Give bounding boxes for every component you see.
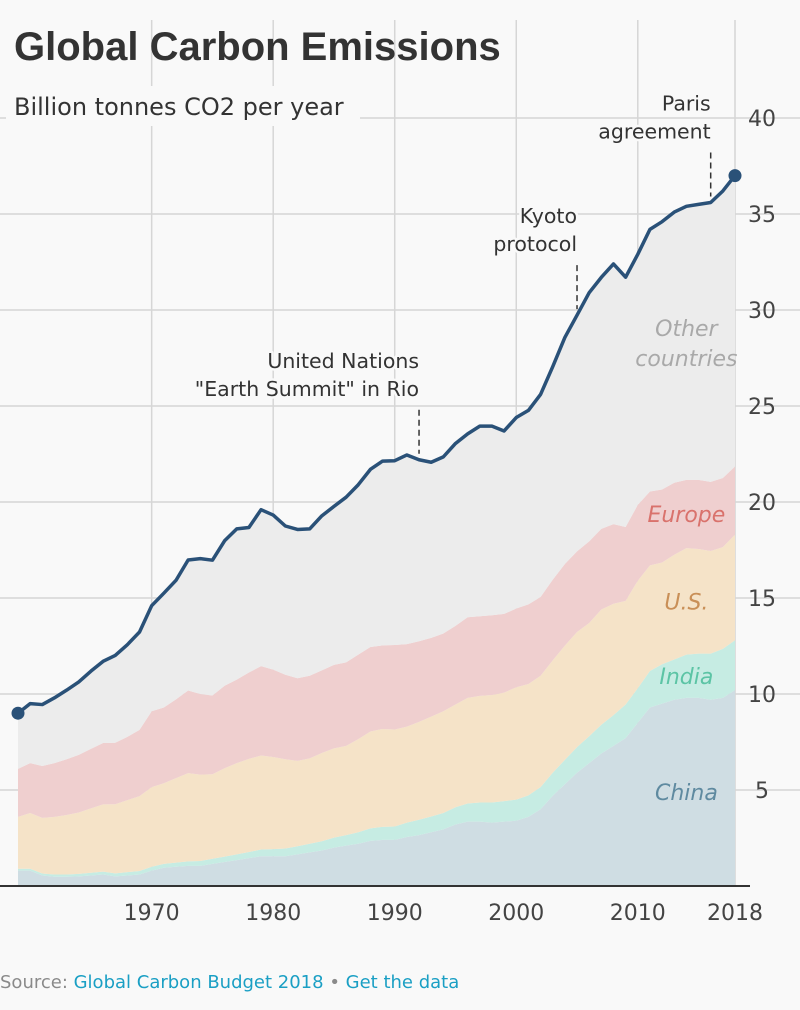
series-label: U.S.	[664, 590, 708, 615]
series-label: China	[655, 781, 718, 806]
series-label: India	[659, 665, 713, 690]
source-prefix: Source:	[0, 972, 74, 993]
y-tick-label: 30	[748, 299, 776, 324]
y-tick-label: 20	[748, 491, 776, 516]
y-tick-label: 35	[748, 203, 776, 228]
series-label: countries	[635, 347, 737, 372]
area-china	[18, 690, 735, 886]
x-tick-label: 1990	[367, 901, 423, 926]
footer: Source: Global Carbon Budget 2018 • Get …	[0, 972, 459, 993]
get-data-link[interactable]: Get the data	[345, 972, 460, 993]
x-tick-label: 1980	[245, 901, 301, 926]
x-tick-label: 1970	[124, 901, 180, 926]
source-link[interactable]: Global Carbon Budget 2018	[73, 972, 324, 993]
area-other-countries	[18, 175, 735, 769]
start-point	[11, 706, 25, 720]
annotations: United Nations "Earth Summit" in Rio Kyoto…	[192, 89, 713, 454]
annotation-label: agreement	[598, 119, 710, 143]
y-tick-label: 5	[755, 779, 769, 804]
chart-subtitle: Billion tonnes CO2 per year	[14, 93, 344, 121]
y-axis-ticks: 5 10 15 20 25 30 35 40	[748, 107, 776, 804]
annotation-label: United Nations	[267, 349, 419, 373]
x-tick-label: 2010	[610, 901, 666, 926]
y-tick-label: 10	[748, 683, 776, 708]
area-u-s	[18, 534, 735, 875]
series-label: Europe	[647, 503, 725, 528]
area-europe	[18, 466, 735, 818]
footer-separator: •	[323, 972, 346, 993]
x-axis-ticks: 1970 1980 1990 2000 2010 2018	[124, 901, 763, 926]
annotation-label: Kyoto	[520, 204, 577, 228]
area-india	[18, 640, 735, 877]
y-tick-label: 25	[748, 395, 776, 420]
annotation-label: protocol	[493, 232, 577, 256]
series-label: Other	[655, 317, 719, 342]
y-tick-label: 40	[748, 107, 776, 132]
y-tick-label: 15	[748, 587, 776, 612]
subtitle-group: Billion tonnes CO2 per year	[6, 86, 360, 126]
x-tick-label: 2000	[488, 901, 544, 926]
chart-title: Global Carbon Emissions	[14, 25, 501, 69]
total-emissions-line	[16, 174, 737, 715]
end-point	[728, 169, 742, 183]
stacked-areas	[18, 175, 735, 886]
series-labels: China India U.S. Europe Other countries	[635, 317, 737, 806]
total-emissions-line-group	[11, 169, 742, 720]
annotation-label: "Earth Summit" in Rio	[195, 377, 419, 401]
annotation-label: Paris	[662, 91, 711, 115]
x-tick-label: 2018	[707, 901, 763, 926]
